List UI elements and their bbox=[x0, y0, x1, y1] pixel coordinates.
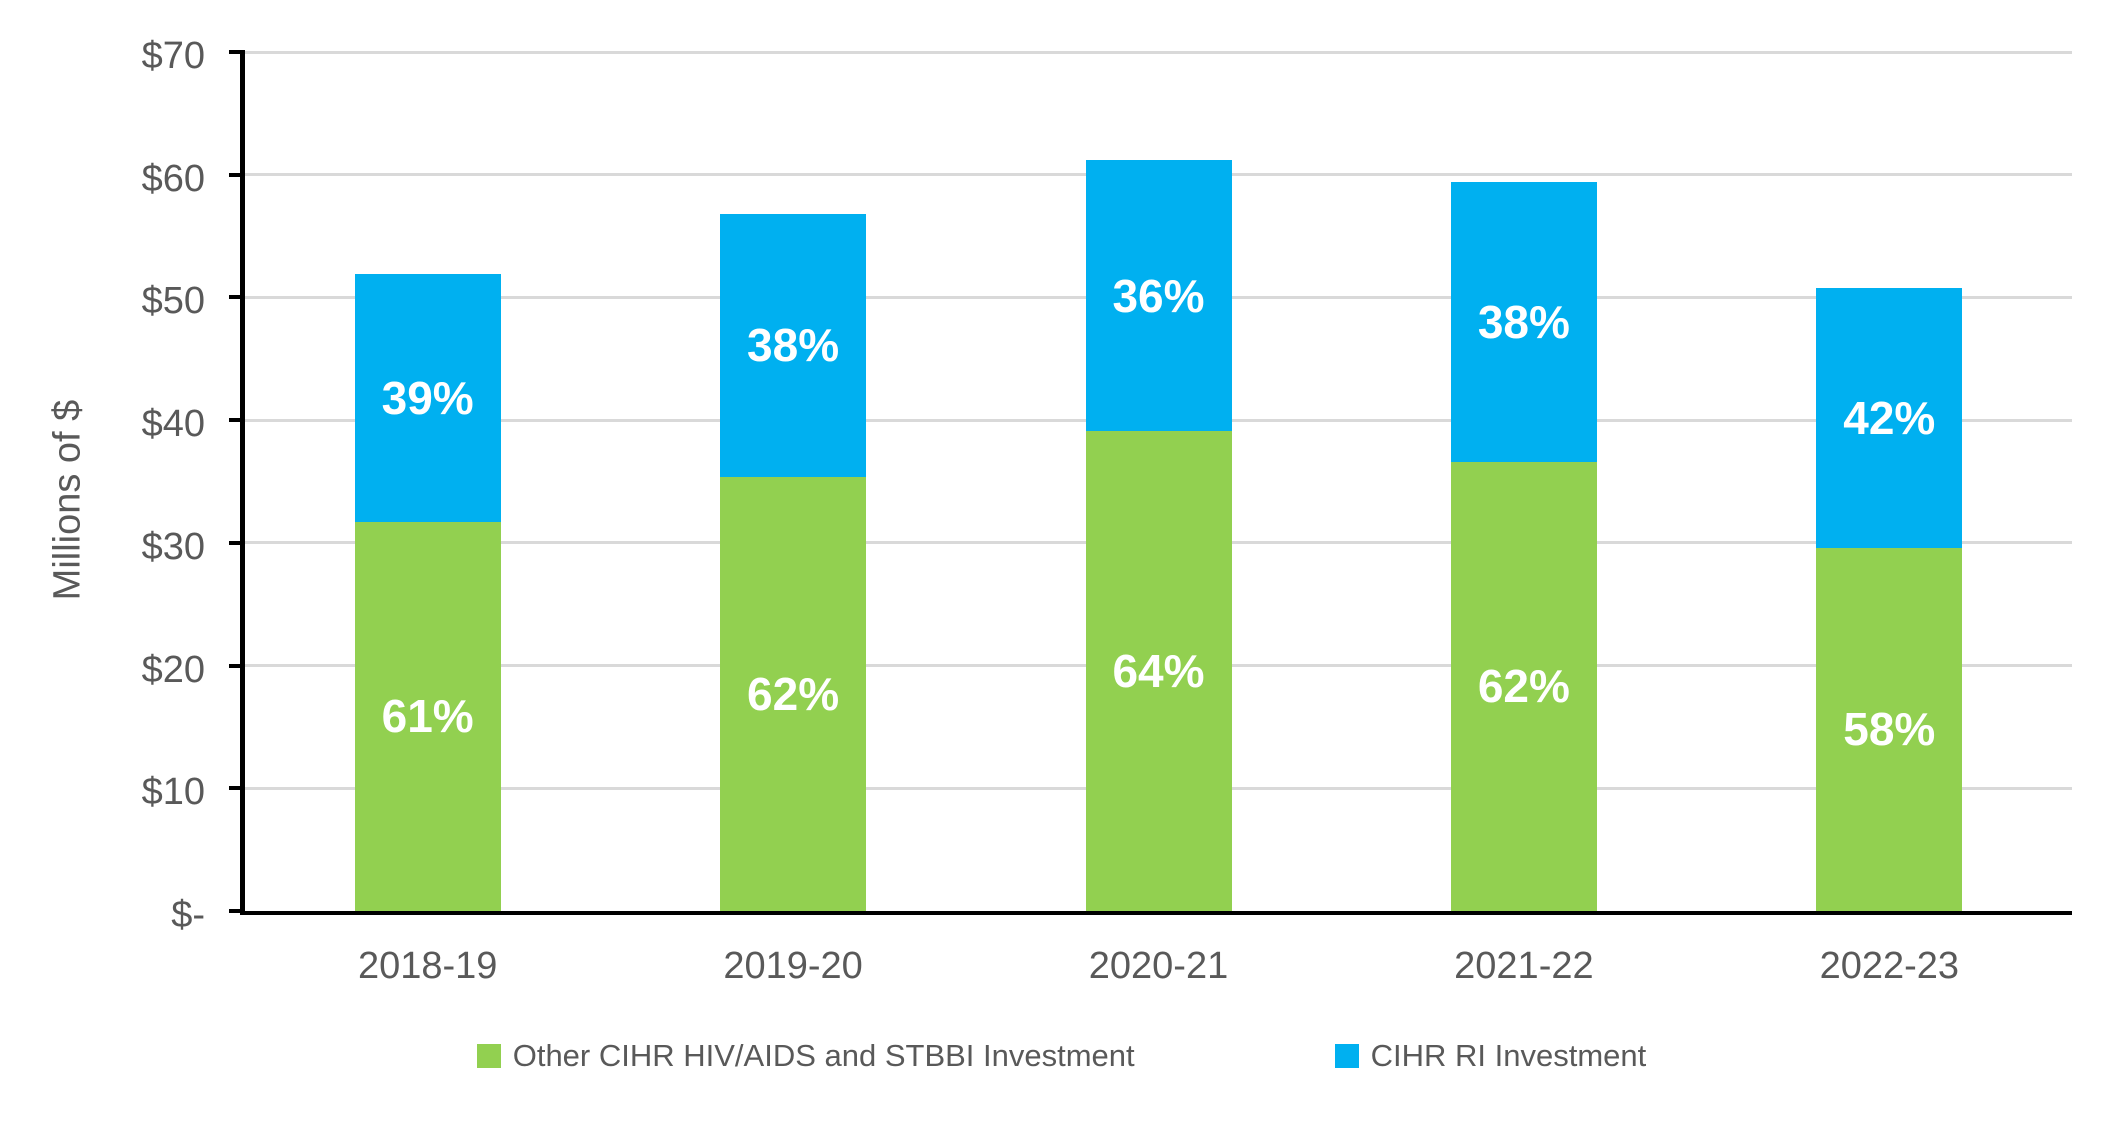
y-axis-tick-label: $70 bbox=[141, 35, 205, 77]
segment-percent-label: 38% bbox=[1477, 295, 1570, 348]
bar-group-2018-19: 39% 61% bbox=[354, 274, 501, 911]
legend-item-ri-investment: CIHR RI Investment bbox=[1334, 1038, 1647, 1074]
segment-percent-label: 36% bbox=[1112, 269, 1205, 322]
x-axis-label: 2020-21 bbox=[1088, 945, 1229, 987]
y-axis-tick-label: $- bbox=[171, 894, 205, 936]
y-axis-tick bbox=[229, 786, 245, 791]
y-axis-tick-label: $20 bbox=[141, 648, 205, 691]
segment-percent-label: 64% bbox=[1112, 645, 1205, 698]
bar-group-2020-21: 36% 64% bbox=[1085, 159, 1232, 911]
gridline bbox=[245, 50, 2072, 54]
y-axis-tick bbox=[229, 540, 245, 545]
y-axis-line bbox=[240, 52, 245, 915]
bar-segment-ri-investment: 36% bbox=[1085, 159, 1232, 432]
y-axis-tick-label: $60 bbox=[141, 157, 205, 200]
bar-group-2019-20: 38% 62% bbox=[720, 213, 867, 911]
legend-swatch-blue bbox=[1334, 1044, 1359, 1068]
segment-percent-label: 62% bbox=[747, 667, 840, 720]
segment-percent-label: 39% bbox=[381, 372, 474, 425]
segment-percent-label: 42% bbox=[1843, 391, 1936, 444]
bar-segment-other-investment: 58% bbox=[1816, 547, 1963, 911]
y-axis-tick bbox=[229, 295, 245, 300]
x-axis-line bbox=[245, 911, 2072, 915]
x-axis-label: 2022-23 bbox=[1819, 945, 1960, 987]
y-axis-tick-label: $10 bbox=[141, 771, 205, 814]
y-axis-tick bbox=[229, 418, 245, 423]
y-axis-tick-label: $30 bbox=[141, 525, 205, 568]
y-axis-tick bbox=[229, 909, 245, 913]
bar-segment-ri-investment: 42% bbox=[1816, 287, 1963, 548]
x-axis-label: 2021-22 bbox=[1454, 945, 1594, 987]
y-axis-tick bbox=[229, 172, 245, 177]
legend-swatch-green bbox=[476, 1044, 501, 1068]
bar-segment-ri-investment: 38% bbox=[720, 213, 867, 477]
y-axis-tick bbox=[229, 663, 245, 668]
bar-segment-other-investment: 62% bbox=[720, 476, 867, 911]
legend: Other CIHR HIV/AIDS and STBBI Investment… bbox=[0, 1038, 2123, 1074]
legend-label: Other CIHR HIV/AIDS and STBBI Investment bbox=[512, 1038, 1135, 1073]
x-axis-label: 2019-20 bbox=[723, 945, 863, 987]
legend-item-other-investment: Other CIHR HIV/AIDS and STBBI Investment bbox=[476, 1038, 1135, 1074]
bar-segment-other-investment: 61% bbox=[354, 521, 501, 911]
segment-percent-label: 62% bbox=[1477, 660, 1570, 713]
segment-percent-label: 61% bbox=[381, 690, 474, 743]
y-axis-tick-label: $40 bbox=[141, 403, 205, 446]
bar-segment-other-investment: 62% bbox=[1450, 461, 1597, 911]
x-axis-label: 2018-19 bbox=[357, 945, 498, 987]
bar-segment-ri-investment: 38% bbox=[1450, 182, 1597, 462]
segment-percent-label: 58% bbox=[1843, 703, 1936, 756]
bar-segment-ri-investment: 39% bbox=[354, 274, 501, 522]
legend-label: CIHR RI Investment bbox=[1370, 1038, 1647, 1073]
bar-group-2021-22: 38% 62% bbox=[1450, 182, 1597, 911]
bar-segment-other-investment: 64% bbox=[1085, 431, 1232, 911]
y-axis-tick-label: $50 bbox=[141, 280, 205, 323]
y-axis-tick bbox=[229, 50, 245, 54]
bar-group-2022-23: 42% 58% bbox=[1816, 287, 1963, 911]
segment-percent-label: 38% bbox=[747, 319, 840, 372]
